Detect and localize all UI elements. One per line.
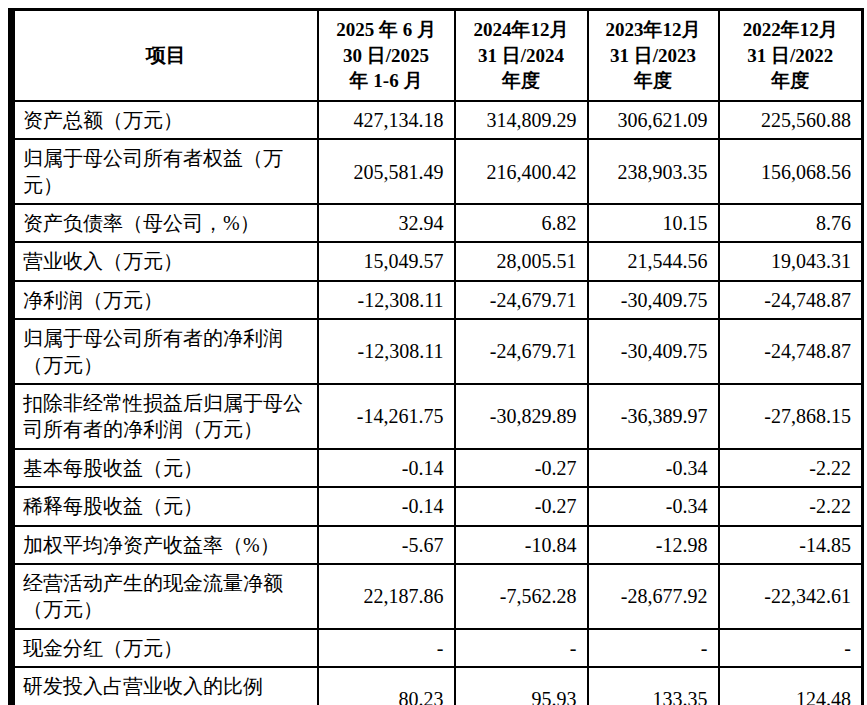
- row-value: 32.94: [318, 204, 455, 242]
- table-row: 基本每股收益（元） -0.14 -0.27 -0.34 -2.22: [12, 449, 863, 487]
- row-value: -14,261.75: [318, 384, 455, 449]
- row-value: 95.93: [455, 667, 588, 705]
- row-value: -2.22: [719, 487, 863, 525]
- column-header-period-2022: 2022年12月 31 日/2022 年度: [719, 10, 863, 101]
- row-value: 306,621.09: [588, 101, 719, 139]
- row-value: -24,748.87: [719, 319, 863, 384]
- row-value: -28,677.92: [588, 564, 719, 629]
- table-row: 资产总额（万元） 427,134.18 314,809.29 306,621.0…: [12, 101, 863, 139]
- table-row: 营业收入（万元） 15,049.57 28,005.51 21,544.56 1…: [12, 242, 863, 280]
- header-row: 项目 2025 年 6 月 30 日/2025 年 1-6 月 2024年12月…: [12, 10, 863, 101]
- row-value: -: [588, 629, 719, 667]
- table-row: 加权平均净资产收益率（%） -5.67 -10.84 -12.98 -14.85: [12, 526, 863, 564]
- row-value: -0.14: [318, 487, 455, 525]
- table-row: 归属于母公司所有者的净利润（万元） -12,308.11 -24,679.71 …: [12, 319, 863, 384]
- row-value: 156,068.56: [719, 139, 863, 204]
- row-value: -12.98: [588, 526, 719, 564]
- row-label: 资产负债率（母公司，%）: [12, 204, 318, 242]
- row-value: -24,679.71: [455, 281, 588, 319]
- column-header-period-2025: 2025 年 6 月 30 日/2025 年 1-6 月: [318, 10, 455, 101]
- row-value: -: [455, 629, 588, 667]
- table-row: 净利润（万元） -12,308.11 -24,679.71 -30,409.75…: [12, 281, 863, 319]
- column-header-period-2024: 2024年12月 31 日/2024 年度: [455, 10, 588, 101]
- document-page: 项目 2025 年 6 月 30 日/2025 年 1-6 月 2024年12月…: [0, 0, 867, 705]
- row-label: 经营活动产生的现金流量净额（万元）: [12, 564, 318, 629]
- row-value: 225,560.88: [719, 101, 863, 139]
- row-value: -0.27: [455, 487, 588, 525]
- row-value: -30,409.75: [588, 319, 719, 384]
- row-value: 124.48: [719, 667, 863, 705]
- row-label: 资产总额（万元）: [12, 101, 318, 139]
- row-value: -0.14: [318, 449, 455, 487]
- row-value: -7,562.28: [455, 564, 588, 629]
- row-value: -27,868.15: [719, 384, 863, 449]
- row-value: -24,748.87: [719, 281, 863, 319]
- row-value: -22,342.61: [719, 564, 863, 629]
- row-value: 8.76: [719, 204, 863, 242]
- table-row: 归属于母公司所有者权益（万元） 205,581.49 216,400.42 23…: [12, 139, 863, 204]
- row-label: 归属于母公司所有者权益（万元）: [12, 139, 318, 204]
- row-label: 研发投入占营业收入的比例（%）: [12, 667, 318, 705]
- table-row: 资产负债率（母公司，%） 32.94 6.82 10.15 8.76: [12, 204, 863, 242]
- row-value: -0.34: [588, 487, 719, 525]
- table-row: 研发投入占营业收入的比例（%） 80.23 95.93 133.35 124.4…: [12, 667, 863, 705]
- row-label: 加权平均净资产收益率（%）: [12, 526, 318, 564]
- row-value: -: [719, 629, 863, 667]
- column-header-period-2023: 2023年12月 31 日/2023 年度: [588, 10, 719, 101]
- table-row: 现金分红（万元） - - - -: [12, 629, 863, 667]
- row-label: 归属于母公司所有者的净利润（万元）: [12, 319, 318, 384]
- row-value: -0.27: [455, 449, 588, 487]
- row-value: -24,679.71: [455, 319, 588, 384]
- row-value: 10.15: [588, 204, 719, 242]
- row-label: 营业收入（万元）: [12, 242, 318, 280]
- row-label: 净利润（万元）: [12, 281, 318, 319]
- row-value: 15,049.57: [318, 242, 455, 280]
- row-value: -12,308.11: [318, 281, 455, 319]
- row-value: 238,903.35: [588, 139, 719, 204]
- row-value: -12,308.11: [318, 319, 455, 384]
- row-value: -10.84: [455, 526, 588, 564]
- row-value: 22,187.86: [318, 564, 455, 629]
- row-value: -0.34: [588, 449, 719, 487]
- row-value: 6.82: [455, 204, 588, 242]
- column-header-item: 项目: [12, 10, 318, 101]
- table-header: 项目 2025 年 6 月 30 日/2025 年 1-6 月 2024年12月…: [12, 10, 863, 101]
- row-value: 133.35: [588, 667, 719, 705]
- row-value: -: [318, 629, 455, 667]
- table-body: 资产总额（万元） 427,134.18 314,809.29 306,621.0…: [12, 101, 863, 705]
- table-row: 经营活动产生的现金流量净额（万元） 22,187.86 -7,562.28 -2…: [12, 564, 863, 629]
- row-label: 基本每股收益（元）: [12, 449, 318, 487]
- financial-summary-table: 项目 2025 年 6 月 30 日/2025 年 1-6 月 2024年12月…: [8, 8, 864, 705]
- row-value: 205,581.49: [318, 139, 455, 204]
- row-value: 19,043.31: [719, 242, 863, 280]
- row-value: -2.22: [719, 449, 863, 487]
- row-label: 现金分红（万元）: [12, 629, 318, 667]
- row-label: 稀释每股收益（元）: [12, 487, 318, 525]
- table-row: 稀释每股收益（元） -0.14 -0.27 -0.34 -2.22: [12, 487, 863, 525]
- row-value: 427,134.18: [318, 101, 455, 139]
- table-row: 扣除非经常性损益后归属于母公司所有者的净利润（万元） -14,261.75 -3…: [12, 384, 863, 449]
- row-value: 21,544.56: [588, 242, 719, 280]
- row-label: 扣除非经常性损益后归属于母公司所有者的净利润（万元）: [12, 384, 318, 449]
- row-value: -36,389.97: [588, 384, 719, 449]
- row-value: -14.85: [719, 526, 863, 564]
- row-value: -5.67: [318, 526, 455, 564]
- row-value: 28,005.51: [455, 242, 588, 280]
- row-value: 216,400.42: [455, 139, 588, 204]
- row-value: 314,809.29: [455, 101, 588, 139]
- row-value: -30,409.75: [588, 281, 719, 319]
- row-value: 80.23: [318, 667, 455, 705]
- row-value: -30,829.89: [455, 384, 588, 449]
